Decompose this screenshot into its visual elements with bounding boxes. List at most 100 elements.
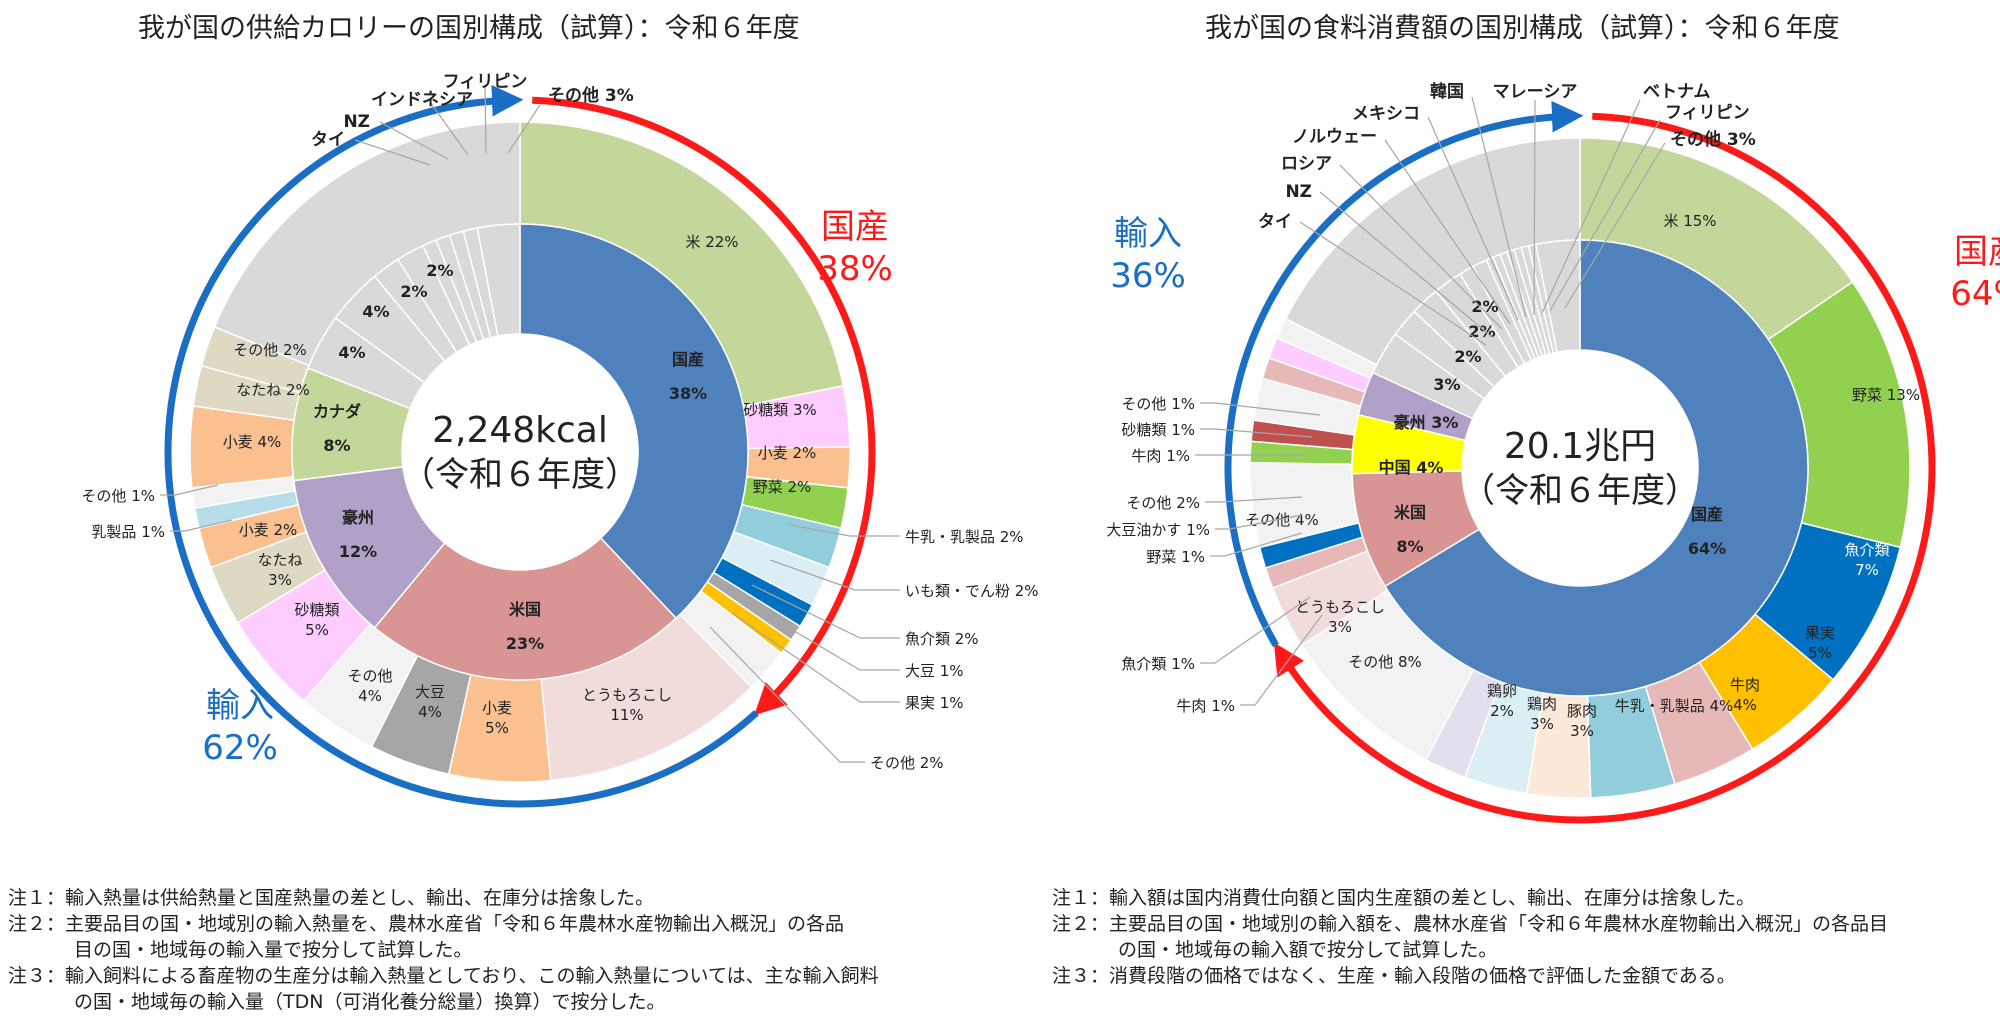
svg-text:その他 3%: その他 3% (548, 85, 634, 106)
svg-text:23%: 23% (506, 634, 544, 653)
callout-NZ: NZ (1285, 182, 1493, 338)
center-year: （令和６年度） (1461, 471, 1699, 511)
inner-label-ブラジル: 4% (338, 343, 365, 362)
note-line: の国・地域毎の輸入額で按分して試算した。 (1118, 939, 1498, 961)
svg-text:とうもろこし: とうもろこし (582, 686, 672, 704)
outer-label-なたね: なたね 3% (257, 551, 302, 589)
callout-ロシア: ロシア (1281, 154, 1503, 330)
svg-text:牛肉 1%: 牛肉 1% (1176, 697, 1235, 715)
outer-label-砂糖類: 砂糖類 5% (294, 601, 339, 639)
outer-label-砂糖類: 砂糖類 3% (743, 401, 817, 419)
svg-text:魚介類 1%: 魚介類 1% (1121, 655, 1195, 673)
inner-label-EU: 2% (426, 261, 453, 280)
callout-大豆油かす: 大豆油かす 1% (1106, 514, 1303, 539)
svg-text:米国: 米国 (1394, 503, 1426, 522)
outer-label-とうもろこし: とうもろこし 3% (1295, 598, 1385, 636)
callout-牛肉: 牛肉 1% (1176, 614, 1323, 715)
svg-text:4%: 4% (358, 687, 382, 705)
callout-韓国: 韓国 (1430, 81, 1527, 318)
callout-インドネシア: インドネシア (371, 90, 473, 156)
svg-text:ベトナム: ベトナム (1643, 82, 1711, 102)
outer-label-大豆: 大豆 4% (415, 683, 445, 721)
callout-その他-3-: その他 3% (507, 85, 634, 154)
svg-text:乳製品 1%: 乳製品 1% (91, 523, 165, 541)
svg-text:その他 1%: その他 1% (1121, 395, 1195, 413)
inner-label-カナダ: カナダ 8% (313, 402, 361, 455)
svg-text:5%: 5% (1808, 644, 1832, 662)
svg-text:11%: 11% (610, 706, 643, 724)
outer-label-その他: その他 2% (233, 341, 307, 359)
svg-text:2%: 2% (1471, 297, 1498, 316)
callout-ベトナム: ベトナム (1541, 82, 1711, 314)
svg-text:米国: 米国 (509, 600, 541, 619)
inner-label-米国: 米国 23% (506, 600, 544, 653)
svg-text:38%: 38% (669, 384, 707, 403)
outer-label-なたね: なたね 2% (236, 381, 310, 399)
inner-label-米国: 米国 8% (1394, 503, 1426, 556)
svg-text:3%: 3% (1433, 375, 1460, 394)
inner-slice-その他-3- (476, 223, 521, 337)
outer-label-小麦: 小麦 5% (482, 699, 512, 737)
outer-label-小麦: 小麦 2% (239, 521, 298, 539)
svg-text:2%: 2% (1490, 702, 1514, 720)
callout-牛肉: 牛肉 1% (1131, 447, 1308, 465)
outer-label-その他: その他 8% (1348, 653, 1422, 671)
svg-text:小麦 2%: 小麦 2% (239, 521, 298, 539)
svg-text:3%: 3% (1328, 618, 1352, 636)
svg-text:野菜 13%: 野菜 13% (1852, 386, 1920, 404)
svg-text:フィリピン: フィリピン (443, 72, 528, 92)
svg-text:5%: 5% (305, 621, 329, 639)
notes-food-spend: 注１：輸入額は国内消費仕向額と国内生産額の差とし、輸出、在庫分は捨象した。 注２… (1052, 885, 1888, 989)
svg-text:牛乳・乳製品 2%: 牛乳・乳製品 2% (905, 528, 1024, 546)
svg-text:ロシア: ロシア (1281, 154, 1332, 174)
svg-text:砂糖類: 砂糖類 (294, 601, 339, 619)
center-total: 2,248kcal (432, 410, 608, 451)
svg-text:8%: 8% (323, 436, 350, 455)
import-arc (164, 85, 759, 808)
svg-text:国産: 国産 (672, 350, 704, 369)
svg-text:野菜 1%: 野菜 1% (1146, 548, 1205, 566)
note-line: 注１：輸入額は国内消費仕向額と国内生産額の差とし、輸出、在庫分は捨象した。 (1052, 887, 1756, 909)
outer-label-野菜: 野菜 2% (753, 478, 812, 496)
svg-text:豪州: 豪州 (342, 508, 374, 527)
svg-text:牛乳・乳製品 4%: 牛乳・乳製品 4% (1615, 697, 1734, 715)
svg-text:タイ: タイ (1258, 212, 1292, 232)
svg-text:魚介類: 魚介類 (1844, 541, 1889, 559)
svg-text:小麦: 小麦 (482, 699, 512, 717)
callout-その他: その他 1% (81, 484, 219, 505)
svg-text:5%: 5% (485, 719, 509, 737)
note-line: 注３：消費段階の価格ではなく、生産・輸入段階の価格で評価した金額である。 (1052, 965, 1736, 987)
svg-text:メキシコ: メキシコ (1352, 104, 1420, 124)
domestic-arc (532, 96, 876, 716)
inner-label-マレーシア: 4% (362, 302, 389, 321)
svg-text:魚介類 2%: 魚介類 2% (905, 630, 979, 648)
svg-text:なたね: なたね (257, 551, 302, 569)
svg-text:2%: 2% (1454, 347, 1481, 366)
inner-label-EU: 3% (1433, 375, 1460, 394)
svg-text:大豆油かす 1%: 大豆油かす 1% (1106, 521, 1210, 539)
svg-text:いも類・でん粉 2%: いも類・でん粉 2% (905, 582, 1039, 600)
svg-text:2%: 2% (1468, 322, 1495, 341)
callout-乳製品: 乳製品 1% (91, 519, 233, 541)
svg-text:8%: 8% (1396, 537, 1423, 556)
svg-text:果実 1%: 果実 1% (905, 694, 964, 712)
svg-text:鶏肉: 鶏肉 (1527, 695, 1557, 713)
outer-label-豚肉: 豚肉 3% (1567, 702, 1597, 740)
note-line: 目の国・地域毎の輸入量で按分して試算した。 (74, 939, 473, 961)
svg-text:小麦 2%: 小麦 2% (758, 444, 817, 462)
svg-text:なたね 2%: なたね 2% (236, 381, 310, 399)
domestic-arc (1273, 112, 1936, 824)
outer-label-その他: その他 4% (1245, 511, 1319, 529)
outer-label-小麦: 小麦 2% (758, 444, 817, 462)
inner-label-中国: 中国 4% (1379, 458, 1444, 477)
callout-タイ: タイ (311, 130, 431, 166)
svg-text:砂糖類 3%: 砂糖類 3% (743, 401, 817, 419)
svg-text:4%: 4% (362, 302, 389, 321)
callout-砂糖類: 砂糖類 1% (1121, 421, 1313, 439)
arc-label-domestic: 国産 (821, 207, 889, 247)
svg-text:その他 2%: その他 2% (1126, 494, 1200, 512)
inner-label-豪州: 豪州 3% (1394, 413, 1459, 432)
svg-text:NZ: NZ (1285, 182, 1312, 202)
inner-label-チリ: 2% (1471, 297, 1498, 316)
svg-text:小麦 4%: 小麦 4% (223, 433, 282, 451)
